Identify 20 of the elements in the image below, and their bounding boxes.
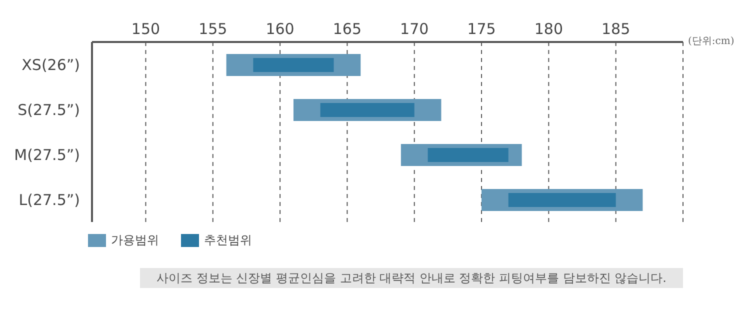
x-tick-label: 185	[602, 20, 630, 38]
x-tick-label: 155	[198, 20, 228, 38]
x-tick-label: 165	[332, 20, 362, 38]
legend-label: 추천범위	[204, 232, 252, 249]
bar	[253, 58, 334, 72]
x-axis-title: (단위:cm)	[688, 35, 734, 48]
x-tick-label: 170	[400, 20, 429, 38]
x-tick-label: 160	[266, 20, 294, 38]
bar	[320, 103, 414, 117]
bar	[428, 148, 508, 162]
bar	[508, 193, 616, 207]
y-tick-label: M(27.5”)	[14, 146, 80, 164]
x-tick-label: 175	[467, 20, 496, 38]
y-tick-label: L(27.5”)	[18, 190, 80, 209]
x-tick-label: 150	[131, 20, 160, 38]
y-tick-label: S(27.5”)	[18, 100, 80, 119]
text: 사이즈 정보는 신장별 평균인심을 고려한 대략적 안내로 정확한 피팅여부를 담보하진 않습니다.	[140, 268, 683, 288]
legend-label: 가용범위	[111, 232, 159, 249]
y-tick-label: XS(26”)	[22, 56, 80, 74]
x-tick-label: 180	[534, 20, 563, 38]
